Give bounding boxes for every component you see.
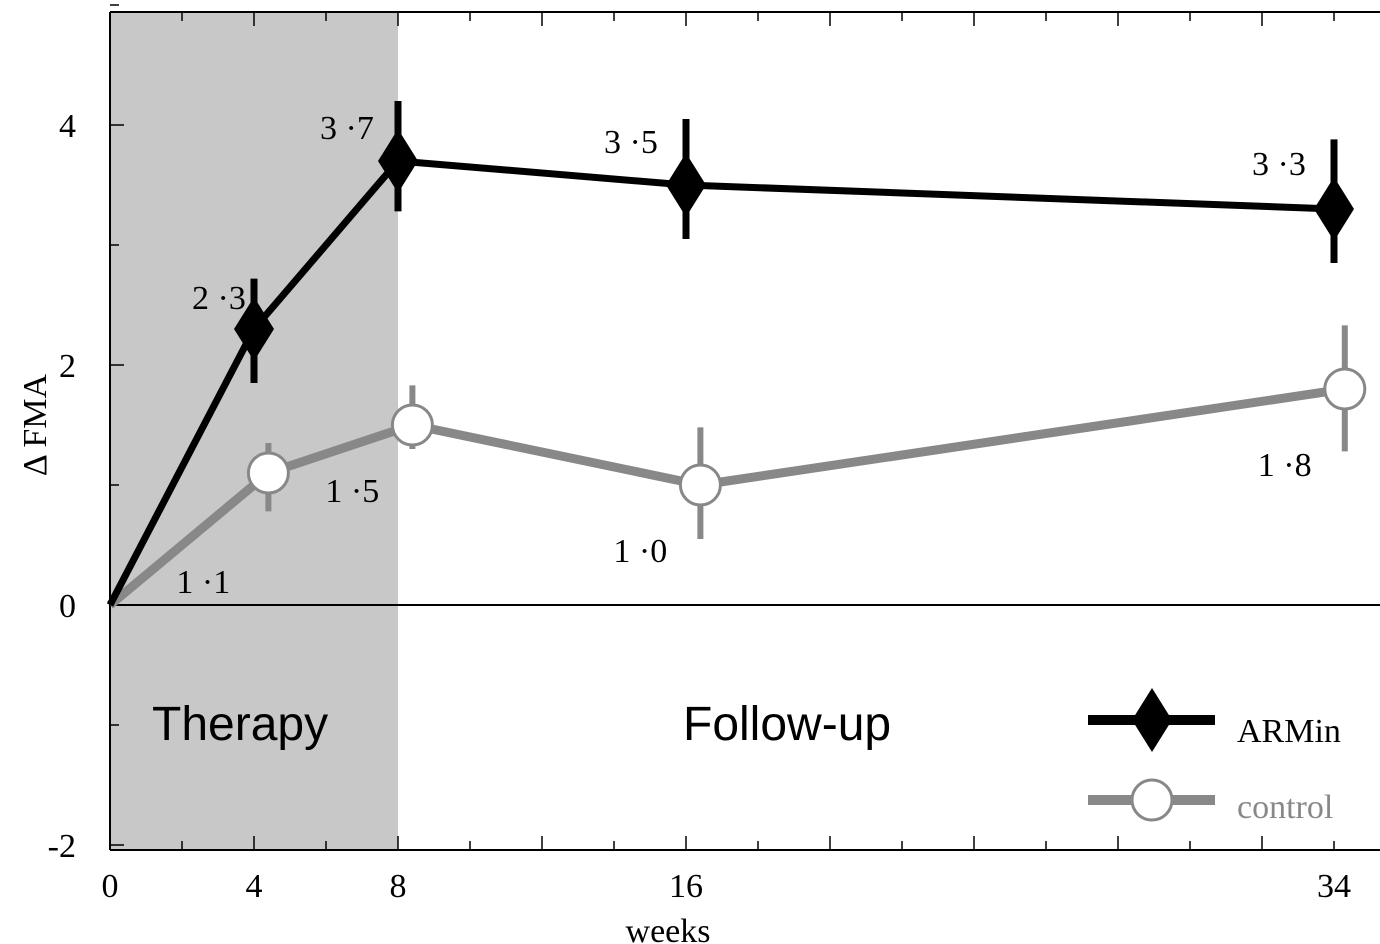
therapy-label: Therapy xyxy=(152,698,328,751)
data-label: 1 ·8 xyxy=(1258,447,1312,484)
series-layer: 1 ·1 1 ·5 1 ·0 1 ·8 2 ·3 3 ·7 3 ·5 3 ·3 xyxy=(106,101,1367,609)
axis-ticks: 0 4 8 16 34 -2 0 2 4 xyxy=(48,4,1351,905)
data-label: 3 ·5 xyxy=(604,124,658,161)
follow-up-label: Follow-up xyxy=(683,698,891,751)
data-label: 1 ·1 xyxy=(176,564,230,601)
axes xyxy=(109,11,1380,851)
legend-marker-control xyxy=(1130,778,1174,822)
y-tick-label: 4 xyxy=(59,108,76,145)
series-control: 1 ·1 1 ·5 1 ·0 1 ·8 xyxy=(107,325,1367,609)
data-label: 1 ·5 xyxy=(325,473,379,510)
x-tick-label: 8 xyxy=(390,868,407,905)
series-armin: 2 ·3 3 ·7 3 ·5 3 ·3 xyxy=(106,101,1354,607)
data-label: 2 ·3 xyxy=(192,280,246,317)
legend-label-armin: ARMin xyxy=(1237,713,1341,750)
legend: ARMin control xyxy=(1088,688,1341,826)
legend-marker-armin xyxy=(1132,688,1172,752)
data-point-diamond xyxy=(378,129,418,193)
x-axis-label: weeks xyxy=(626,913,711,944)
legend-label-control: control xyxy=(1237,789,1333,826)
data-point-diamond xyxy=(666,153,706,217)
data-label: 3 ·7 xyxy=(320,110,374,147)
x-tick-label: 34 xyxy=(1317,868,1351,905)
data-point-diamond xyxy=(1314,177,1354,241)
x-tick-label: 0 xyxy=(102,868,119,905)
data-label: 3 ·3 xyxy=(1252,146,1306,183)
y-tick-label: 2 xyxy=(59,348,76,385)
data-point-circle xyxy=(246,451,290,495)
x-tick-label: 4 xyxy=(246,868,263,905)
y-tick-label: -2 xyxy=(48,828,76,865)
therapy-region xyxy=(110,12,398,850)
data-label: 1 ·0 xyxy=(613,533,667,570)
x-tick-label: 16 xyxy=(669,868,703,905)
data-point-circle xyxy=(678,463,722,507)
data-point-diamond xyxy=(234,297,274,361)
data-point-circle xyxy=(1323,367,1367,411)
y-axis-label: Δ FMA xyxy=(17,373,54,476)
y-tick-label: 0 xyxy=(59,588,76,625)
data-point-circle xyxy=(390,403,434,447)
